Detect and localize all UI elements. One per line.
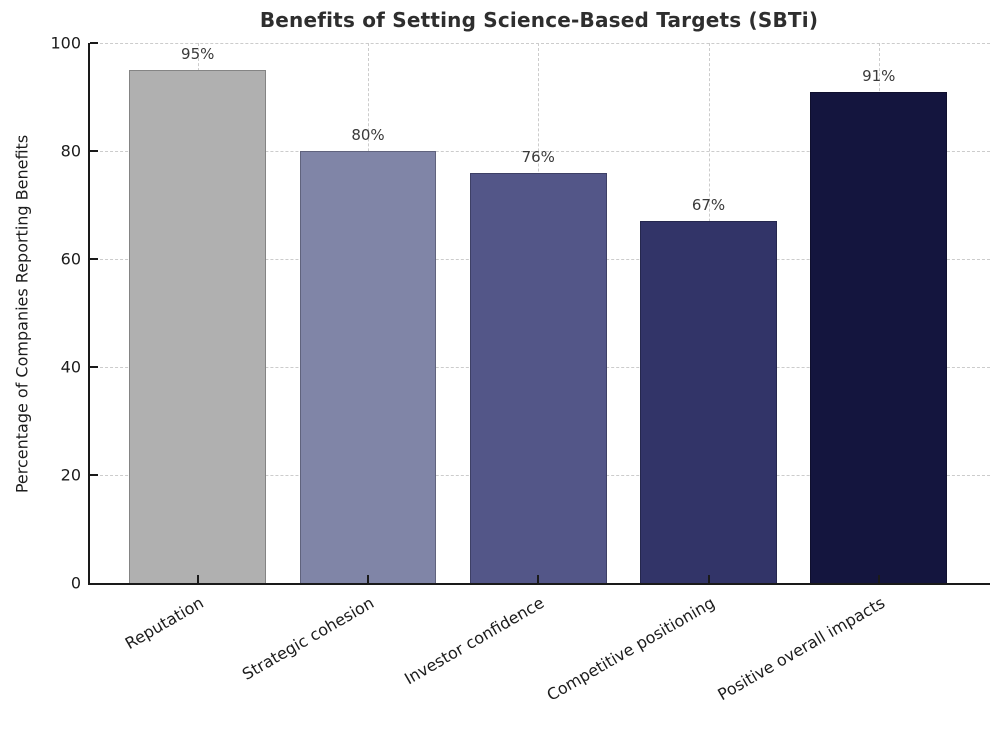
- bar-value-label: 67%: [691, 196, 726, 215]
- x-tick-mark: [537, 575, 540, 583]
- y-tick-mark: [90, 42, 98, 44]
- bar-4: [640, 221, 777, 583]
- x-tick-mark: [707, 575, 710, 583]
- y-tick-mark: [90, 150, 98, 152]
- plot-area: 0 20 40 60 80 100 95% Reputation 80% Strategic co…: [50, 34, 990, 705]
- bar-value-label: 95%: [181, 45, 215, 63]
- y-tick-label: 40: [60, 357, 81, 377]
- x-tick-mark: [196, 575, 199, 583]
- y-tick-label: 0: [70, 573, 81, 593]
- bar-3: [469, 172, 607, 583]
- y-tick-mark: [90, 258, 98, 260]
- bar-5: [810, 91, 948, 583]
- y-axis-label: Percentage of Companies Reporting Benefi…: [12, 134, 32, 494]
- bar-value-label: 91%: [862, 66, 896, 85]
- x-category-label: Strategic cohesion: [239, 593, 378, 684]
- y-tick-mark: [90, 366, 98, 368]
- x-category-label: Positive overall impacts: [714, 593, 889, 705]
- y-tick-label: 80: [60, 141, 81, 161]
- x-category-label: Reputation: [122, 593, 208, 654]
- x-tick-mark: [366, 575, 369, 583]
- y-tick-label: 60: [60, 249, 81, 269]
- y-gridline: [90, 151, 990, 152]
- bar-value-label: 80%: [351, 126, 385, 144]
- x-category-label: Competitive positioning: [543, 593, 719, 705]
- bar-value-label: 76%: [521, 147, 555, 166]
- y-tick-label: 20: [60, 465, 81, 485]
- bar-1: [129, 70, 267, 583]
- y-tick-mark: [90, 474, 98, 476]
- x-category-label: Investor confidence: [401, 593, 548, 689]
- x-tick-mark: [877, 575, 880, 583]
- chart-title: Benefits of Setting Science-Based Target…: [259, 8, 819, 32]
- y-gridline: [90, 43, 990, 44]
- y-tick-label: 100: [50, 33, 81, 53]
- bar-2: [299, 151, 437, 583]
